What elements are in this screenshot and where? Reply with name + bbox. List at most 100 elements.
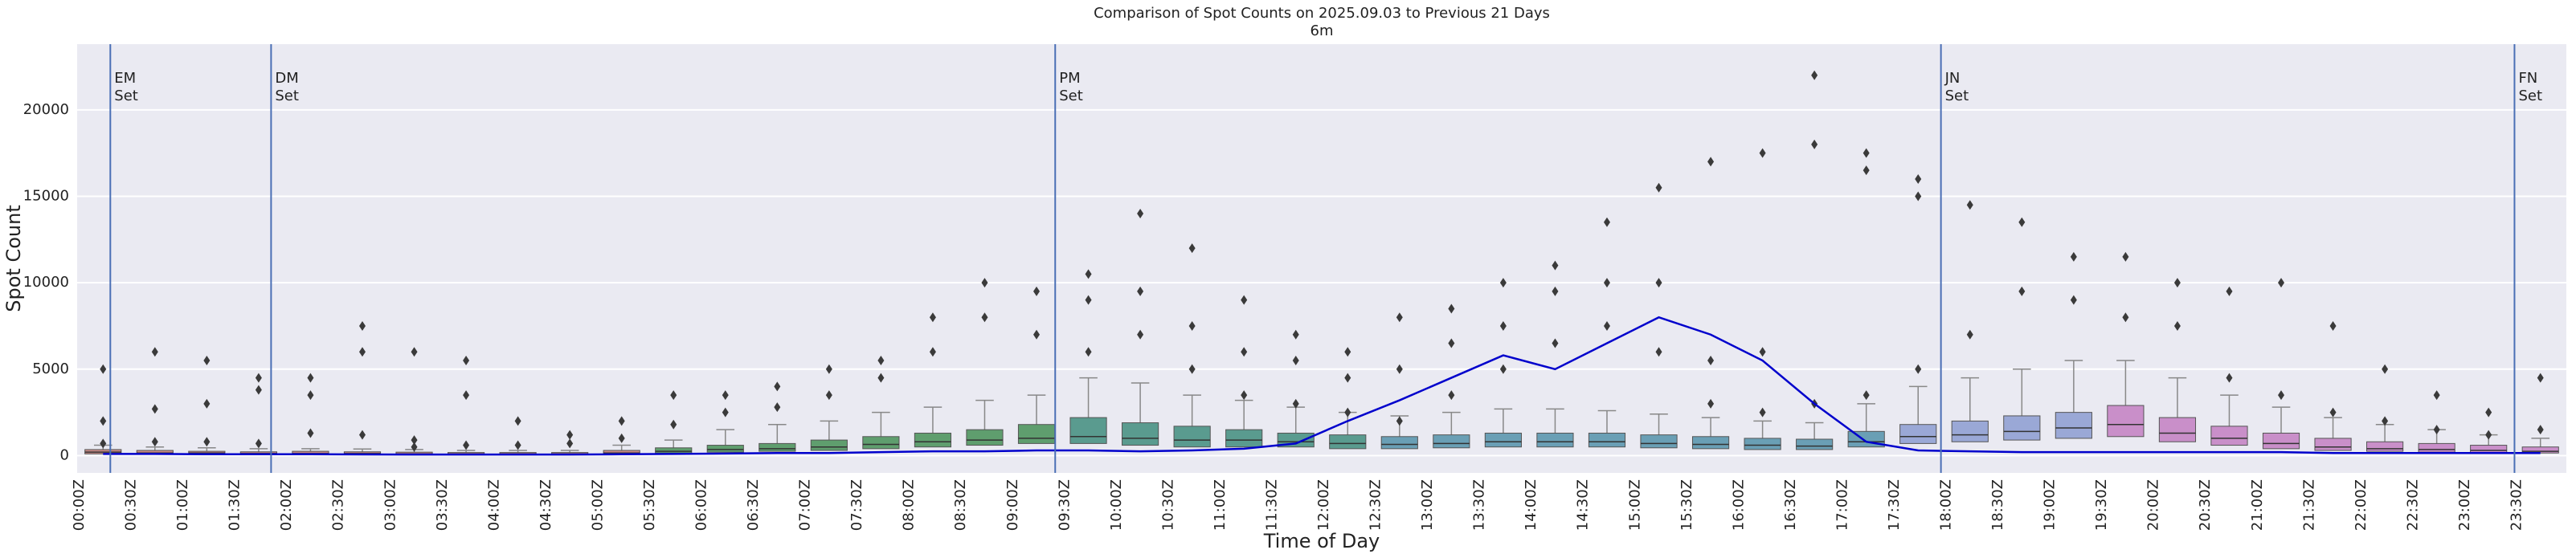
y-tick-label: 20000	[23, 101, 69, 118]
y-tick-label: 15000	[23, 187, 69, 204]
box	[2314, 438, 2352, 451]
outlier	[1188, 243, 1196, 254]
outlier	[1862, 148, 1870, 158]
outlier	[151, 347, 158, 357]
box	[862, 436, 900, 450]
outlier	[1499, 320, 1507, 331]
outlier	[2278, 390, 2285, 401]
outlier	[1344, 347, 1351, 357]
outlier	[100, 438, 107, 449]
event-label: Set	[2518, 88, 2542, 104]
outlier	[1292, 329, 1299, 340]
x-tick-label: 22:00Z	[2353, 479, 2370, 531]
outlier	[2018, 217, 2026, 227]
x-tick-label: 14:30Z	[1575, 479, 1592, 531]
box	[1536, 432, 1574, 448]
outlier	[307, 373, 314, 383]
box	[1588, 432, 1626, 448]
outlier	[2382, 416, 2389, 426]
outlier	[1241, 295, 1248, 305]
outlier	[1033, 329, 1041, 340]
x-tick-label: 15:00Z	[1626, 479, 1643, 531]
x-tick-label: 18:30Z	[1989, 479, 2006, 531]
outlier	[203, 356, 211, 366]
chart-title: Comparison of Spot Counts on 2025.09.03 …	[1094, 5, 1550, 22]
x-tick-label: 04:00Z	[485, 479, 502, 531]
box	[1433, 434, 1470, 449]
box	[1017, 424, 1056, 444]
x-tick-label: 08:00Z	[901, 479, 918, 531]
box	[1329, 434, 1367, 450]
x-tick-label: 06:00Z	[693, 479, 710, 531]
outlier	[1499, 364, 1507, 374]
box	[1951, 420, 1989, 442]
box	[1380, 436, 1418, 450]
x-tick-label: 20:30Z	[2197, 479, 2214, 531]
box	[706, 445, 744, 453]
outlier	[670, 390, 677, 401]
outlier	[1292, 398, 1299, 409]
outlier	[1241, 347, 1248, 357]
outlier	[2329, 407, 2337, 417]
outlier	[618, 433, 625, 443]
outlier	[1966, 329, 1973, 340]
x-tick-label: 11:00Z	[1212, 479, 1229, 531]
outlier	[1759, 407, 1766, 417]
outlier	[1552, 260, 1559, 271]
outlier	[2226, 286, 2233, 296]
outlier	[307, 428, 314, 438]
outlier	[2018, 286, 2026, 296]
outlier	[2537, 373, 2544, 383]
box	[1069, 417, 1107, 444]
box	[2470, 445, 2508, 454]
plot-area	[77, 44, 2566, 473]
box	[810, 439, 848, 451]
outlier	[358, 320, 366, 331]
box	[2262, 432, 2300, 450]
outlier	[1552, 338, 1559, 348]
outlier	[1188, 320, 1196, 331]
outlier	[2485, 407, 2492, 417]
outlier	[722, 407, 729, 417]
outlier	[1603, 217, 1610, 227]
x-tick-label: 00:00Z	[71, 479, 88, 531]
x-tick-label: 03:00Z	[382, 479, 399, 531]
box	[2158, 417, 2197, 442]
outlier	[2382, 364, 2389, 374]
x-tick-label: 10:30Z	[1159, 479, 1176, 531]
outlier	[929, 312, 936, 323]
x-axis-label: Time of Day	[1263, 530, 1380, 552]
x-tick-label: 21:00Z	[2249, 479, 2266, 531]
x-tick-label: 16:00Z	[1730, 479, 1747, 531]
outlier	[566, 438, 574, 449]
x-tick-label: 16:30Z	[1782, 479, 1799, 531]
box	[2055, 412, 2092, 439]
outlier	[463, 440, 470, 450]
outlier	[1188, 364, 1196, 374]
box	[2003, 415, 2041, 441]
x-tick-label: 05:00Z	[589, 479, 606, 531]
event-label: Set	[275, 88, 299, 104]
event-label: DM	[275, 70, 298, 87]
outlier	[2329, 320, 2337, 331]
outlier	[1137, 286, 1144, 296]
outlier	[1759, 148, 1766, 158]
outlier	[1448, 390, 1455, 401]
x-tick-label: 01:30Z	[227, 479, 243, 531]
event-label: JN	[1944, 70, 1961, 87]
x-tick-label: 15:30Z	[1678, 479, 1695, 531]
box	[2366, 441, 2404, 452]
box	[914, 432, 952, 448]
outlier	[2485, 430, 2492, 440]
x-tick-label: 22:30Z	[2404, 479, 2421, 531]
outlier	[1552, 286, 1559, 296]
outlier	[1241, 390, 1248, 401]
chart-subtitle: 6m	[1310, 22, 1334, 39]
event-label: Set	[1059, 88, 1083, 104]
box	[2418, 442, 2455, 453]
x-tick-label: 10:00Z	[1108, 479, 1125, 531]
outlier	[1811, 70, 1818, 80]
outlier	[1603, 278, 1610, 288]
x-tick-label: 07:00Z	[797, 479, 814, 531]
